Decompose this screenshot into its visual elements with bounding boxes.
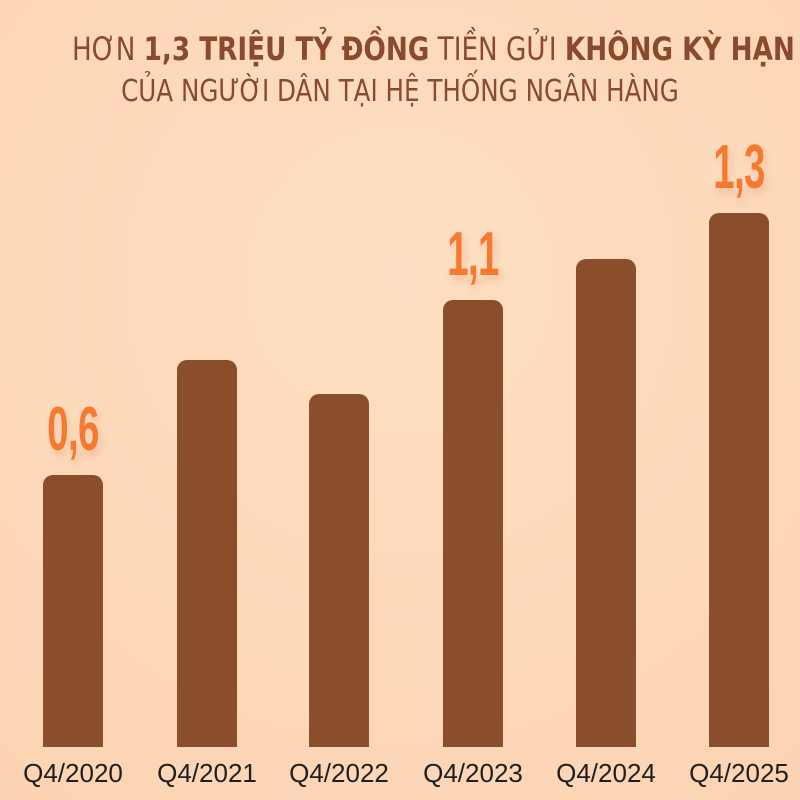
- chart-title-line1: HƠN 1,3 TRIỆU TỶ ĐỒNG TIỀN GỬI KHÔNG KỲ …: [72, 26, 795, 72]
- title-segment-bold: KHÔNG KỲ HẠN: [564, 30, 795, 68]
- category-label: Q4/2024: [556, 758, 656, 788]
- category-label: Q4/2020: [23, 758, 123, 788]
- value-label: 1,1: [447, 220, 499, 289]
- category-label: Q4/2025: [689, 758, 789, 788]
- category-label: Q4/2023: [423, 758, 523, 788]
- category-label: Q4/2021: [157, 758, 257, 788]
- bar-q4-2025: [709, 213, 769, 747]
- value-label: 0,6: [47, 395, 99, 464]
- chart-title-line2: CỦA NGƯỜI DÂN TẠI HỆ THỐNG NGÂN HÀNG: [121, 74, 679, 110]
- bar-q4-2024: [576, 259, 636, 747]
- title-segment: TIỀN GỬI: [429, 30, 565, 68]
- bar-q4-2020: [43, 475, 103, 747]
- title-segment-bold: 1,3 TRIỆU TỶ ĐỒNG: [143, 30, 430, 68]
- category-label: Q4/2022: [289, 758, 389, 788]
- bar-q4-2022: [309, 394, 369, 747]
- value-label: 1,3: [713, 133, 765, 202]
- bar-q4-2023: [443, 300, 503, 747]
- chart-title: HƠN 1,3 TRIỆU TỶ ĐỒNG TIỀN GỬI KHÔNG KỲ …: [0, 26, 800, 111]
- title-segment: HƠN: [72, 30, 144, 68]
- bar-q4-2021: [177, 360, 237, 747]
